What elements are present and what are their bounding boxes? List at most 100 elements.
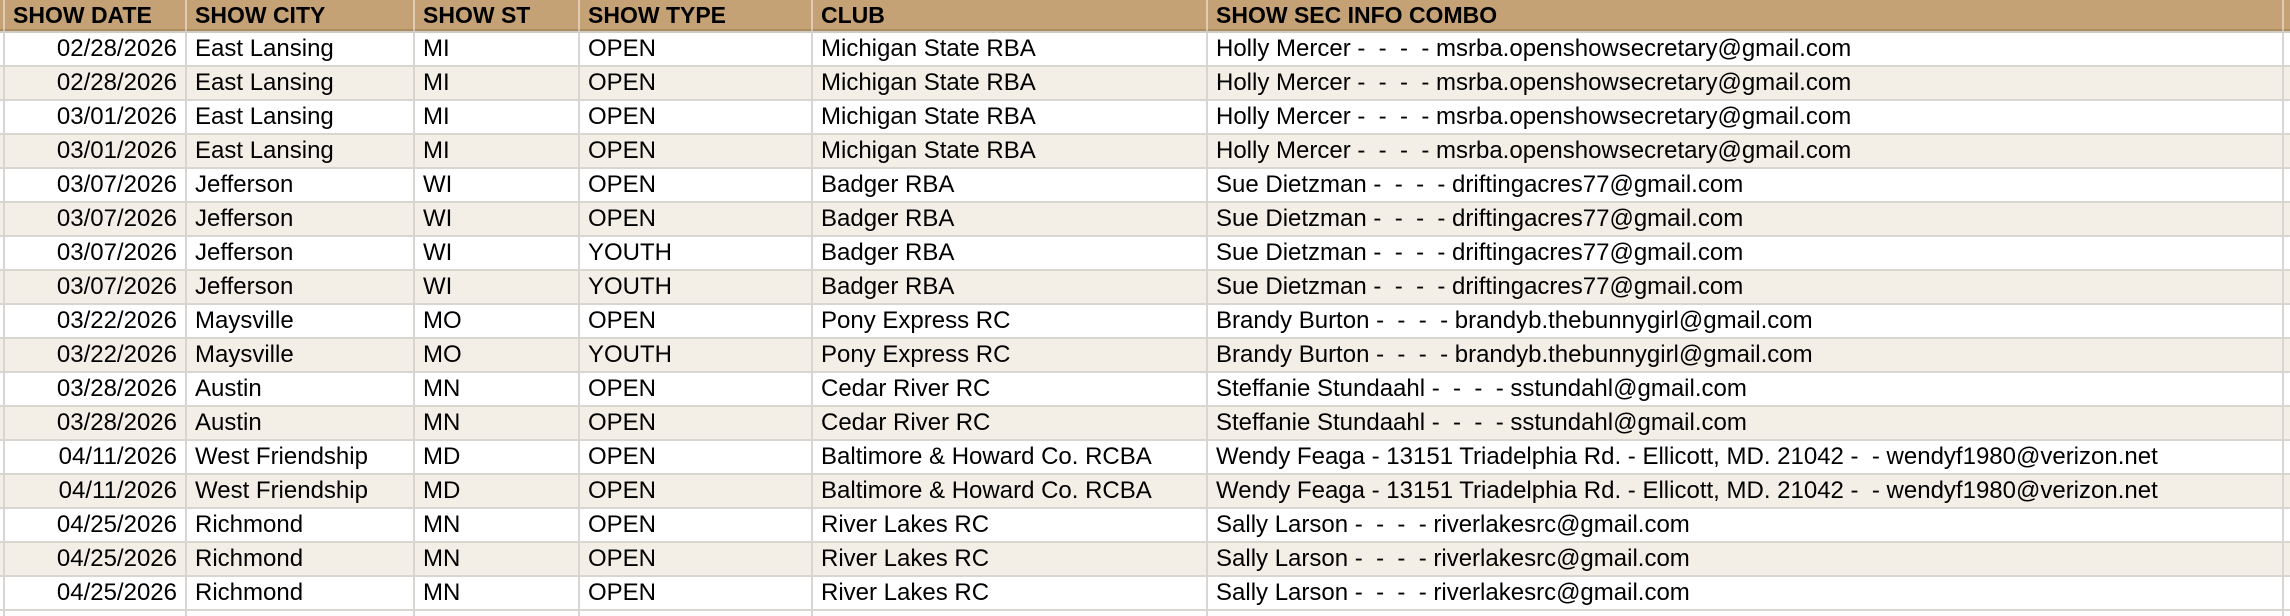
- cell-show-city[interactable]: Jefferson: [187, 237, 415, 269]
- cell-show-st[interactable]: MN: [415, 577, 580, 609]
- cell-show-date[interactable]: 02/28/2026: [5, 67, 187, 99]
- cell-show-city[interactable]: Maysville: [187, 305, 415, 337]
- cell-show-date[interactable]: 04/11/2026: [5, 441, 187, 473]
- cell-show-st[interactable]: MI: [415, 33, 580, 65]
- cell-show-date[interactable]: 03/07/2026: [5, 271, 187, 303]
- cell-show-city[interactable]: Jefferson: [187, 203, 415, 235]
- cell-show-date[interactable]: 03/07/2026: [5, 169, 187, 201]
- cell-show-city[interactable]: Maysville: [187, 339, 415, 371]
- cell-show-st[interactable]: MN: [415, 509, 580, 541]
- cell-show-date[interactable]: 03/01/2026: [5, 101, 187, 133]
- cell-show-st[interactable]: WI: [415, 169, 580, 201]
- cell-club[interactable]: Badger RBA: [813, 237, 1208, 269]
- cell-show-city[interactable]: Richmond: [187, 509, 415, 541]
- cell-club[interactable]: River Lakes RC: [813, 509, 1208, 541]
- cell-show-type[interactable]: OPEN: [580, 475, 813, 507]
- cell-show-sec-info-combo[interactable]: Sue Dietzman - - - - driftingacres77@gma…: [1208, 271, 2284, 303]
- cell-show-type[interactable]: YOUTH: [580, 271, 813, 303]
- cell-show-st[interactable]: MO: [415, 305, 580, 337]
- cell-show-city[interactable]: Richmond: [187, 577, 415, 609]
- cell-show-date[interactable]: 04/11/2026: [5, 475, 187, 507]
- cell-show-date[interactable]: 04/25/2026: [5, 577, 187, 609]
- column-header-club[interactable]: CLUB: [813, 0, 1208, 31]
- cell-show-date[interactable]: 04/25/2026: [5, 509, 187, 541]
- cell-show-date[interactable]: 04/25/2026: [5, 543, 187, 575]
- cell-show-st[interactable]: MI: [415, 135, 580, 167]
- cell-show-date[interactable]: 03/22/2026: [5, 339, 187, 371]
- cell-show-sec-info-combo[interactable]: Steffanie Stundaahl - - - - sstundahl@gm…: [1208, 373, 2284, 405]
- cell-show-type[interactable]: YOUTH: [580, 237, 813, 269]
- cell-show-st[interactable]: MN: [415, 373, 580, 405]
- cell-show-type[interactable]: OPEN: [580, 407, 813, 439]
- column-header-show-sec-info-combo[interactable]: SHOW SEC INFO COMBO: [1208, 0, 2284, 31]
- cell-show-sec-info-combo[interactable]: Sue Dietzman - - - - driftingacres77@gma…: [1208, 169, 2284, 201]
- cell-show-city[interactable]: Austin: [187, 407, 415, 439]
- cell-show-city[interactable]: East Lansing: [187, 101, 415, 133]
- cell-show-date[interactable]: 03/07/2026: [5, 237, 187, 269]
- cell-show-sec-info-combo[interactable]: Sue Dietzman - - - - driftingacres77@gma…: [1208, 203, 2284, 235]
- cell-show-date[interactable]: 03/28/2026: [5, 407, 187, 439]
- cell-show-city[interactable]: Austin: [187, 373, 415, 405]
- cell-show-date[interactable]: 02/28/2026: [5, 33, 187, 65]
- cell-show-type[interactable]: OPEN: [580, 135, 813, 167]
- cell-show-st[interactable]: WI: [415, 237, 580, 269]
- cell-show-sec-info-combo[interactable]: Holly Mercer - - - - msrba.openshowsecre…: [1208, 135, 2284, 167]
- cell-show-type[interactable]: OPEN: [580, 203, 813, 235]
- column-header-show-date[interactable]: SHOW DATE: [5, 0, 187, 31]
- cell-club[interactable]: Michigan State RBA: [813, 33, 1208, 65]
- cell-show-type[interactable]: OPEN: [580, 67, 813, 99]
- cell-show-type[interactable]: OPEN: [580, 169, 813, 201]
- cell-show-date[interactable]: 03/22/2026: [5, 305, 187, 337]
- cell-show-type[interactable]: YOUTH: [580, 339, 813, 371]
- cell-show-type[interactable]: OPEN: [580, 101, 813, 133]
- cell-club[interactable]: River Lakes RC: [813, 543, 1208, 575]
- cell-show-city[interactable]: West Friendship: [187, 475, 415, 507]
- cell-show-sec-info-combo[interactable]: Sally Larson - - - - riverlakesrc@gmail.…: [1208, 509, 2284, 541]
- cell-show-city[interactable]: East Lansing: [187, 33, 415, 65]
- cell-show-date[interactable]: 03/28/2026: [5, 373, 187, 405]
- cell-show-st[interactable]: WI: [415, 271, 580, 303]
- cell-show-type[interactable]: OPEN: [580, 441, 813, 473]
- cell-club[interactable]: Badger RBA: [813, 169, 1208, 201]
- column-header-show-type[interactable]: SHOW TYPE: [580, 0, 813, 31]
- cell-show-type[interactable]: OPEN: [580, 509, 813, 541]
- cell-show-st[interactable]: MN: [415, 543, 580, 575]
- cell-show-sec-info-combo[interactable]: Steffanie Stundaahl - - - - sstundahl@gm…: [1208, 407, 2284, 439]
- cell-show-date[interactable]: 03/07/2026: [5, 203, 187, 235]
- cell-club[interactable]: Michigan State RBA: [813, 67, 1208, 99]
- cell-show-type[interactable]: OPEN: [580, 373, 813, 405]
- cell-show-type[interactable]: OPEN: [580, 305, 813, 337]
- cell-club[interactable]: Pony Express RC: [813, 305, 1208, 337]
- cell-show-sec-info-combo[interactable]: Brandy Burton - - - - brandyb.thebunnygi…: [1208, 339, 2284, 371]
- cell-show-city[interactable]: Jefferson: [187, 271, 415, 303]
- cell-club[interactable]: River Lakes RC: [813, 577, 1208, 609]
- cell-show-st[interactable]: MD: [415, 441, 580, 473]
- cell-show-date[interactable]: 03/01/2026: [5, 135, 187, 167]
- column-header-show-city[interactable]: SHOW CITY: [187, 0, 415, 31]
- cell-club[interactable]: Cedar River RC: [813, 373, 1208, 405]
- cell-show-sec-info-combo[interactable]: Sally Larson - - - - riverlakesrc@gmail.…: [1208, 577, 2284, 609]
- cell-show-st[interactable]: WI: [415, 203, 580, 235]
- cell-show-sec-info-combo[interactable]: Wendy Feaga - 13151 Triadelphia Rd. - El…: [1208, 441, 2284, 473]
- cell-club[interactable]: Badger RBA: [813, 271, 1208, 303]
- cell-show-city[interactable]: Richmond: [187, 543, 415, 575]
- cell-show-st[interactable]: MO: [415, 339, 580, 371]
- cell-club[interactable]: Badger RBA: [813, 203, 1208, 235]
- cell-show-sec-info-combo[interactable]: Brandy Burton - - - - brandyb.thebunnygi…: [1208, 305, 2284, 337]
- cell-show-st[interactable]: MD: [415, 475, 580, 507]
- cell-club[interactable]: Pony Express RC: [813, 339, 1208, 371]
- column-header-show-st[interactable]: SHOW ST: [415, 0, 580, 31]
- cell-show-sec-info-combo[interactable]: Sue Dietzman - - - - driftingacres77@gma…: [1208, 237, 2284, 269]
- cell-show-type[interactable]: OPEN: [580, 577, 813, 609]
- cell-show-st[interactable]: MI: [415, 67, 580, 99]
- cell-show-type[interactable]: OPEN: [580, 33, 813, 65]
- cell-show-type[interactable]: OPEN: [580, 543, 813, 575]
- cell-show-sec-info-combo[interactable]: Wendy Feaga - 13151 Triadelphia Rd. - El…: [1208, 475, 2284, 507]
- cell-show-city[interactable]: East Lansing: [187, 135, 415, 167]
- cell-club[interactable]: Baltimore & Howard Co. RCBA: [813, 475, 1208, 507]
- cell-show-sec-info-combo[interactable]: Sally Larson - - - - riverlakesrc@gmail.…: [1208, 543, 2284, 575]
- cell-club[interactable]: Michigan State RBA: [813, 135, 1208, 167]
- cell-show-st[interactable]: MN: [415, 407, 580, 439]
- cell-club[interactable]: Baltimore & Howard Co. RCBA: [813, 441, 1208, 473]
- cell-club[interactable]: Michigan State RBA: [813, 101, 1208, 133]
